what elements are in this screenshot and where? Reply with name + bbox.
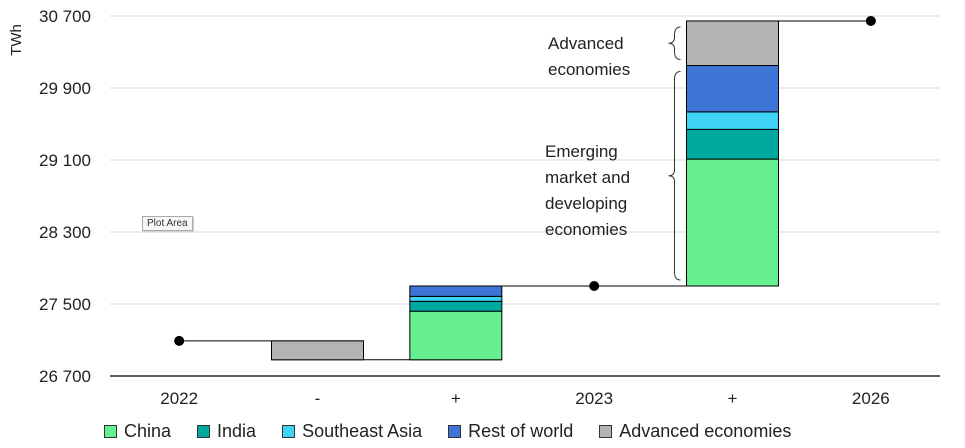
annotation-braces: Advanced economies Emerging market and devel… (545, 26, 681, 281)
x-tick-label: + (728, 389, 738, 408)
legend-swatch (282, 424, 296, 438)
legend-item: India (197, 421, 256, 442)
y-tick-label: 28 300 (39, 223, 91, 242)
bar-segment (271, 340, 364, 361)
legend-label: Rest of world (468, 420, 574, 441)
legend-label: China (124, 420, 172, 441)
total-markers (174, 15, 876, 346)
legend-label: India (217, 420, 257, 441)
legend-item: China (104, 421, 171, 442)
x-tick-label: - (315, 389, 321, 408)
y-axis-label: TWh (8, 24, 25, 56)
annotation-brace (668, 71, 681, 281)
annotation-text: developing (545, 194, 627, 213)
x-axis-ticks: 2022 - +2023 +2026 (160, 389, 889, 408)
x-tick-label: 2023 (575, 389, 613, 408)
bar-segment (409, 295, 503, 302)
x-tick-label: 2022 (160, 389, 198, 408)
bar-segment (686, 65, 779, 113)
bar-segment (686, 158, 779, 287)
bar-segment (686, 20, 779, 66)
x-tick-label: 2026 (852, 389, 890, 408)
annotation-text: Emerging (545, 142, 618, 161)
legend-item: Southeast Asia (282, 421, 422, 442)
bar-segment (686, 128, 779, 160)
legend-swatch (104, 424, 117, 438)
bar-segment (409, 285, 503, 297)
bars (271, 20, 779, 361)
legend-swatch (197, 424, 211, 438)
gridlines (110, 15, 940, 305)
total-dot (865, 15, 876, 26)
y-tick-label: 27 500 (39, 295, 91, 314)
annotation-text: market and (545, 168, 630, 187)
bar-segment (409, 310, 503, 361)
y-tick-label: 29 100 (39, 151, 91, 170)
legend-item: Rest of world (448, 421, 573, 442)
annotation-text: economies (545, 220, 627, 239)
legend-swatch (599, 424, 613, 438)
plot-area-tag: Plot Area (142, 216, 193, 231)
legend-label: Southeast Asia (302, 420, 423, 441)
legend-swatch (448, 424, 462, 438)
annotation-brace (668, 26, 681, 60)
y-axis-ticks: 26 700 27 500 28 300 29 100 29 900 30 700 (39, 7, 91, 386)
bar-segment (686, 111, 779, 130)
legend: China India Southeast Asia Rest of world Adv… (104, 419, 791, 443)
bar-segment (409, 300, 503, 312)
annotation-text: Advanced (548, 34, 624, 53)
legend-label: Advanced economies (619, 420, 792, 441)
legend-item: Advanced economies (599, 421, 791, 442)
x-tick-label: + (451, 389, 461, 408)
y-tick-label: 26 700 (39, 367, 91, 386)
total-dot (589, 281, 600, 291)
y-tick-label: 29 900 (39, 79, 91, 98)
y-tick-label: 30 700 (39, 7, 91, 26)
total-dot (174, 335, 185, 346)
annotation-text: economies (548, 60, 630, 79)
